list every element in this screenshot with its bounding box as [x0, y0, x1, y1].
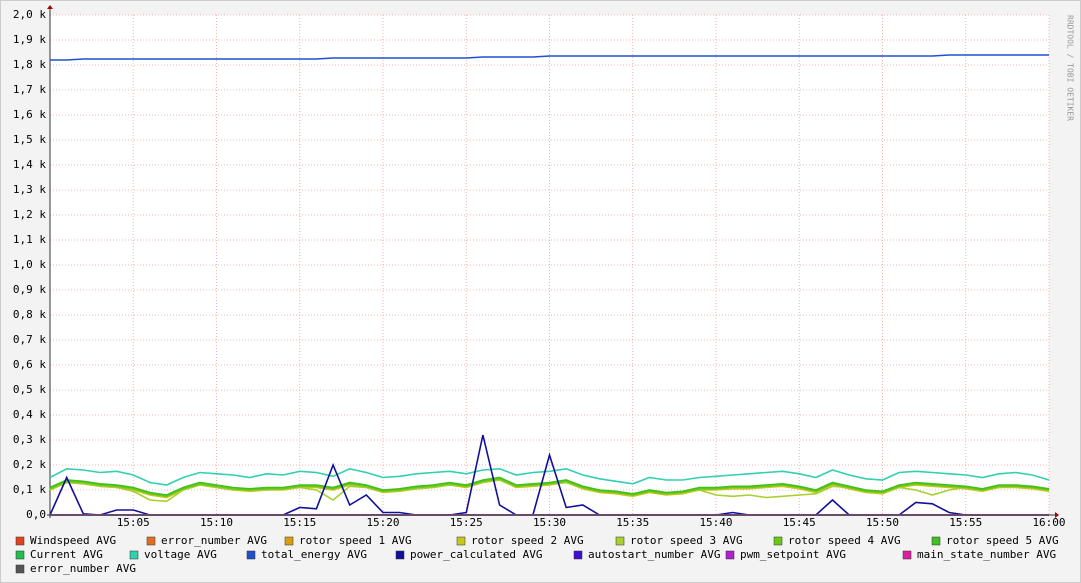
legend-label: rotor speed 5 AVG	[946, 534, 1059, 547]
y-tick-label: 1,5 k	[13, 133, 46, 146]
y-tick-label: 2,0 k	[13, 8, 46, 21]
legend-swatch	[15, 564, 25, 574]
y-tick-label: 0,6 k	[13, 358, 46, 371]
y-tick-label: 1,7 k	[13, 83, 46, 96]
y-tick-label: 1,1 k	[13, 233, 46, 246]
legend-label: autostart_number AVG	[588, 548, 720, 561]
legend-swatch	[931, 536, 941, 546]
watermark: RRDTOOL / TOBI OETIKER	[1066, 15, 1075, 121]
legend-swatch	[902, 550, 912, 560]
series-line	[49, 467, 1050, 486]
series-line	[49, 477, 1050, 498]
x-tick-label: 15:30	[533, 516, 566, 529]
legend-label: total_energy AVG	[261, 548, 367, 561]
y-tick-label: 0,7 k	[13, 333, 46, 346]
legend-label: main_state_number AVG	[917, 548, 1056, 561]
legend-label: power_calculated AVG	[410, 548, 542, 561]
x-tick-label: 15:25	[450, 516, 483, 529]
y-tick-label: 1,8 k	[13, 58, 46, 71]
legend-swatch	[146, 536, 156, 546]
y-tick-label: 1,3 k	[13, 183, 46, 196]
legend-label: voltage AVG	[144, 548, 217, 561]
legend-swatch	[15, 536, 25, 546]
series-line	[49, 476, 1050, 496]
x-tick-label: 15:50	[866, 516, 899, 529]
y-tick-label: 1,2 k	[13, 208, 46, 221]
axis-arrow	[47, 5, 53, 9]
legend-swatch	[246, 550, 256, 560]
legend-swatch	[15, 550, 25, 560]
legend-label: error_number AVG	[161, 534, 267, 547]
axis-arrow	[1055, 512, 1059, 518]
y-tick-label: 0,5 k	[13, 383, 46, 396]
legend-swatch	[395, 550, 405, 560]
x-tick-label: 15:55	[949, 516, 982, 529]
legend-swatch	[573, 550, 583, 560]
legend-label: rotor speed 4 AVG	[788, 534, 901, 547]
y-tick-label: 0,8 k	[13, 308, 46, 321]
legend-swatch	[725, 550, 735, 560]
legend-label: Windspeed AVG	[30, 534, 116, 547]
y-tick-label: 0,4 k	[13, 408, 46, 421]
legend-label: Current AVG	[30, 548, 103, 561]
x-tick-label: 15:20	[366, 516, 399, 529]
legend-swatch	[284, 536, 294, 546]
legend-swatch	[773, 536, 783, 546]
x-tick-label: 15:35	[616, 516, 649, 529]
y-tick-label: 0,0	[26, 508, 46, 521]
legend-label: error_number AVG	[30, 562, 136, 575]
y-tick-label: 1,0 k	[13, 258, 46, 271]
legend-swatch	[129, 550, 139, 560]
x-tick-label: 15:05	[117, 516, 150, 529]
y-tick-label: 0,1 k	[13, 483, 46, 496]
y-tick-label: 0,3 k	[13, 433, 46, 446]
x-tick-label: 15:15	[283, 516, 316, 529]
y-tick-label: 1,6 k	[13, 108, 46, 121]
x-tick-label: 15:45	[783, 516, 816, 529]
series-line	[50, 54, 1049, 61]
legend-label: rotor speed 3 AVG	[630, 534, 743, 547]
legend-swatch	[615, 536, 625, 546]
legend-label: rotor speed 1 AVG	[299, 534, 412, 547]
x-tick-label: 15:40	[699, 516, 732, 529]
legend-label: pwm_setpoint AVG	[740, 548, 846, 561]
x-tick-label: 15:10	[200, 516, 233, 529]
y-tick-label: 1,4 k	[13, 158, 46, 171]
y-tick-label: 0,2 k	[13, 458, 46, 471]
legend-swatch	[456, 536, 466, 546]
x-tick-label: 16:00	[1032, 516, 1065, 529]
legend-label: rotor speed 2 AVG	[471, 534, 584, 547]
y-tick-label: 0,9 k	[13, 283, 46, 296]
y-tick-label: 1,9 k	[13, 33, 46, 46]
